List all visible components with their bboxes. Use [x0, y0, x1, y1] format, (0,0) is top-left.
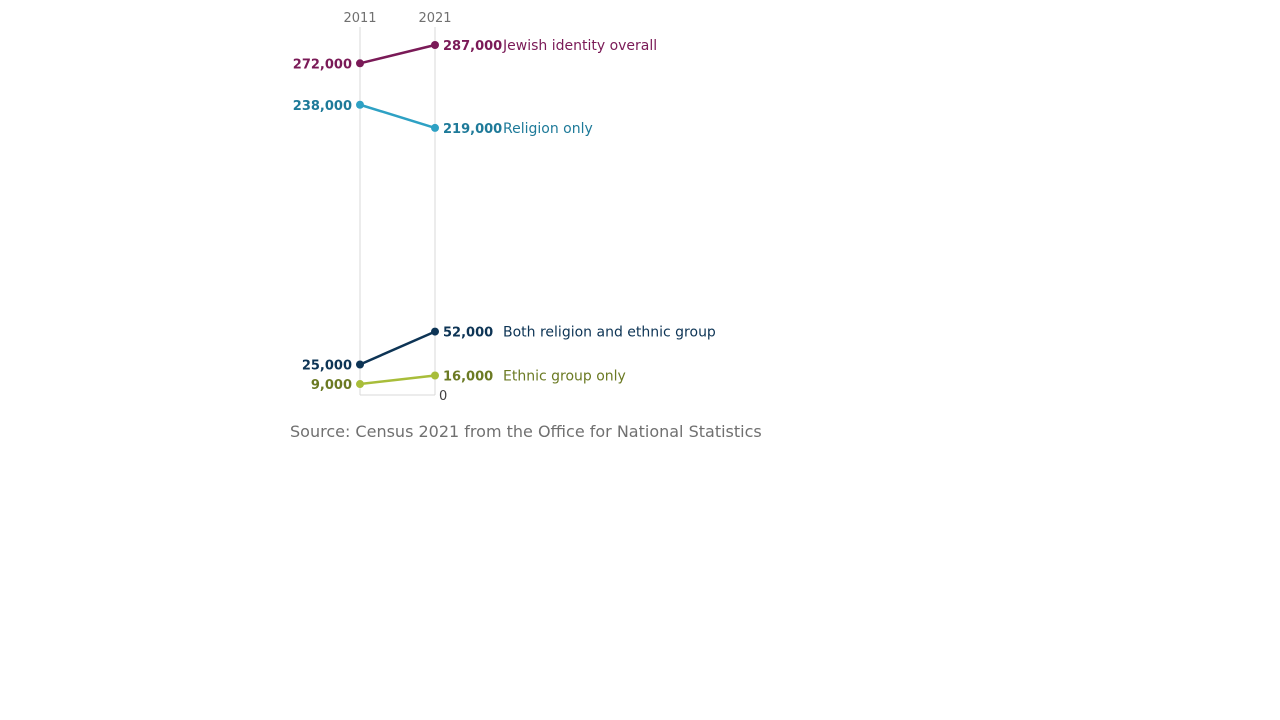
chart-marks: 272,000 287,000 Jewish identity overall 238…: [293, 38, 716, 393]
series-line-religion-only: [359, 103, 436, 130]
value-label-2021-religion-only: 219,000: [443, 122, 502, 137]
series-line-both-religion-and-ethnic-group: [359, 330, 436, 366]
source-note: Source: Census 2021 from the Office for …: [290, 422, 762, 441]
slope-chart: 2011 2021 0 272,000 287,000 Jewish identity …: [293, 11, 716, 404]
value-label-2021-both-religion-and-ethnic-group: 52,000: [443, 326, 493, 341]
chart-axes: 2011 2021 0: [343, 11, 451, 404]
series-label-jewish-identity-overall: Jewish identity overall: [502, 38, 657, 54]
value-label-2011-ethnic-group-only: 9,000: [311, 378, 352, 393]
point-2021-religion-only: [431, 123, 439, 132]
point-2011-religion-only: [356, 100, 364, 109]
x-tick-label-2011: 2011: [343, 11, 376, 26]
point-2011-jewish-identity-overall: [356, 59, 364, 68]
point-2021-both-religion-and-ethnic-group: [431, 327, 439, 336]
series-line-jewish-identity-overall: [359, 43, 436, 65]
value-label-2011-jewish-identity-overall: 272,000: [293, 57, 352, 72]
point-2021-ethnic-group-only: [431, 371, 439, 380]
value-label-2011-religion-only: 238,000: [293, 99, 352, 114]
zero-label: 0: [439, 389, 447, 404]
value-label-2021-ethnic-group-only: 16,000: [443, 369, 493, 384]
series-label-ethnic-group-only: Ethnic group only: [503, 368, 626, 384]
point-2011-ethnic-group-only: [356, 380, 364, 389]
value-label-2021-jewish-identity-overall: 287,000: [443, 39, 502, 54]
point-2011-both-religion-and-ethnic-group: [356, 360, 364, 369]
series-line-ethnic-group-only: [359, 374, 436, 386]
series-label-both-religion-and-ethnic-group: Both religion and ethnic group: [503, 325, 716, 341]
point-2021-jewish-identity-overall: [431, 41, 439, 49]
x-tick-label-2021: 2021: [418, 11, 451, 26]
value-label-2011-both-religion-and-ethnic-group: 25,000: [302, 359, 352, 374]
series-label-religion-only: Religion only: [503, 121, 593, 137]
